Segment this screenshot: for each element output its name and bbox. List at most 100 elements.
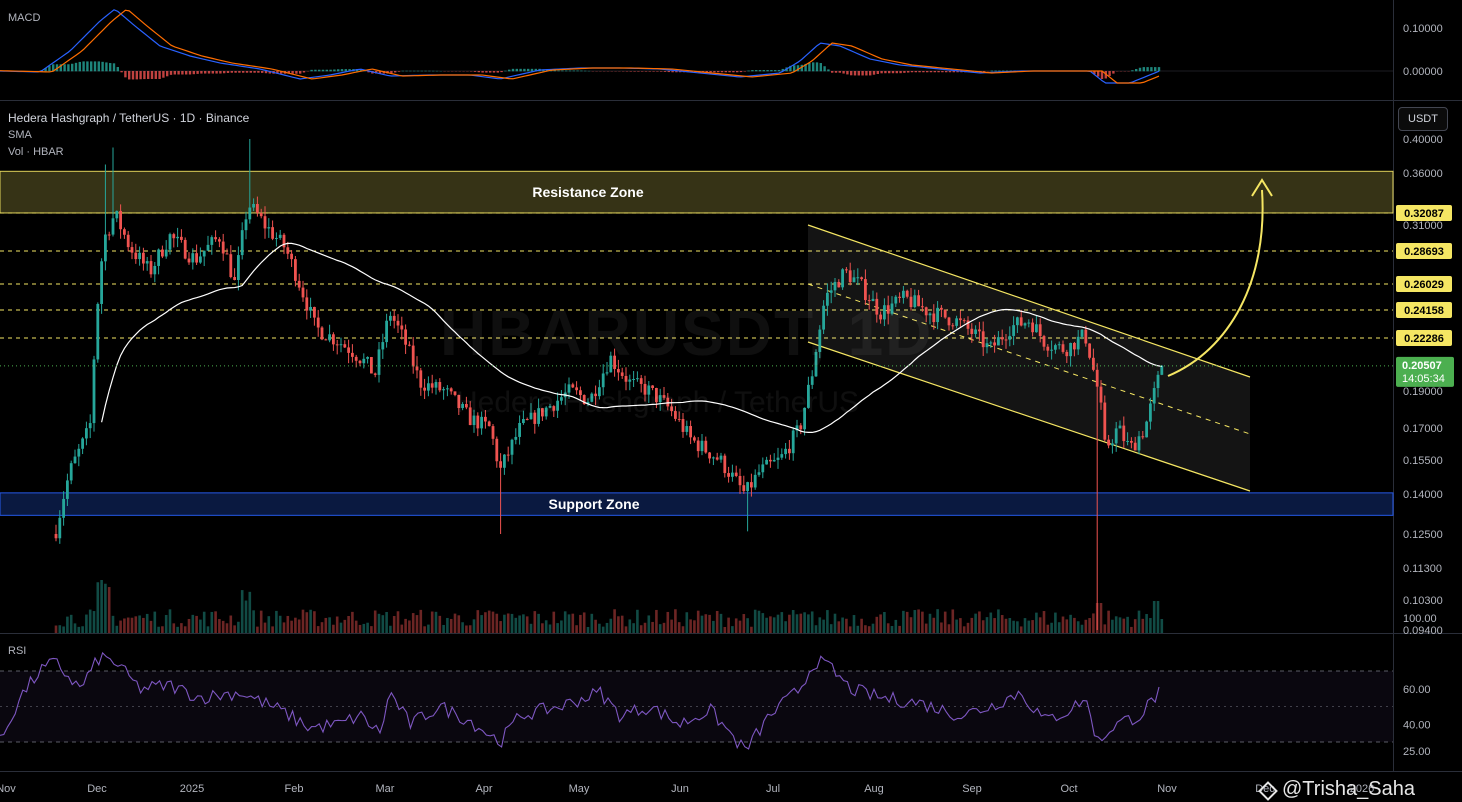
macd-histogram-bar — [827, 69, 830, 72]
macd-histogram-bar — [500, 71, 503, 73]
candle — [503, 454, 506, 468]
volume-bar — [191, 614, 195, 633]
volume-bar — [518, 615, 521, 633]
candle — [560, 397, 563, 401]
volume-bar — [411, 613, 415, 633]
candle — [723, 455, 727, 474]
candle-series — [54, 139, 1164, 630]
candle — [286, 247, 290, 254]
macd-histogram-bar — [477, 71, 480, 73]
macd-histogram-bar — [390, 71, 393, 74]
candle — [613, 355, 616, 370]
candle — [199, 256, 202, 263]
volume-bar — [495, 613, 499, 633]
macd-axis-label: 0.00000 — [1403, 66, 1443, 78]
macd-histogram-bar — [105, 62, 108, 72]
macd-histogram-bar — [196, 71, 199, 74]
volume-bar — [883, 611, 886, 633]
volume-bar — [347, 615, 350, 633]
candle — [1038, 324, 1042, 337]
candle — [533, 412, 537, 424]
currency-button[interactable]: USDT — [1398, 107, 1448, 131]
time-axis-label: 2026 — [1350, 783, 1374, 795]
macd-histogram-bar — [648, 71, 651, 72]
macd-histogram-bar — [268, 71, 271, 74]
volume-indicator-label[interactable]: Vol · HBAR — [8, 146, 64, 158]
volume-bar — [328, 617, 331, 633]
macd-histogram-bar — [663, 71, 667, 72]
candle — [518, 422, 521, 437]
volume-bar — [237, 621, 240, 633]
candle — [928, 313, 932, 316]
macd-histogram-bar — [131, 71, 135, 80]
candle — [848, 270, 852, 283]
candle — [940, 307, 943, 310]
candle — [544, 407, 548, 417]
volume-bar — [92, 611, 96, 633]
macd-histogram-bar — [880, 71, 883, 74]
macd-histogram-bar — [758, 70, 762, 72]
volume-bar — [373, 610, 377, 633]
macd-histogram-bar — [876, 71, 879, 75]
candle — [582, 395, 586, 405]
volume-bar — [548, 624, 552, 633]
macd-title: MACD — [8, 12, 41, 24]
candle — [491, 426, 495, 439]
volume-bar — [1038, 617, 1042, 633]
volume-bar — [712, 620, 715, 633]
volume-bar — [639, 625, 643, 633]
volume-bar — [1088, 618, 1091, 633]
macd-histogram-bar — [515, 68, 518, 72]
macd-histogram-bar — [755, 70, 758, 72]
candle — [423, 387, 426, 391]
candle — [685, 426, 689, 432]
volume-bar — [229, 615, 233, 633]
macd-histogram-bar — [261, 71, 264, 73]
macd-histogram-bar — [74, 62, 78, 72]
candle — [909, 296, 913, 308]
volume-bar — [662, 622, 666, 633]
candle — [826, 292, 829, 306]
macd-histogram-bar — [318, 69, 321, 72]
macd-histogram-bar — [226, 71, 230, 74]
sma-indicator-label[interactable]: SMA — [8, 129, 32, 141]
candle — [415, 366, 419, 371]
candle — [366, 357, 369, 359]
volume-bar — [715, 610, 719, 633]
macd-histogram-bar — [553, 70, 556, 72]
candle — [256, 204, 259, 213]
macd-histogram-bar — [679, 71, 682, 73]
macd-signal-line — [0, 9, 1160, 84]
candle — [1008, 335, 1012, 340]
volume-bar — [449, 618, 453, 633]
candle — [453, 391, 457, 395]
price-axis-label: 0.40000 — [1403, 134, 1443, 146]
candle — [476, 415, 480, 429]
candle — [1076, 336, 1080, 350]
volume-bar — [788, 614, 791, 633]
macd-histogram-bar — [709, 71, 712, 73]
candle — [294, 259, 297, 281]
macd-histogram-bar — [815, 62, 819, 72]
volume-bar — [157, 626, 160, 633]
macd-histogram-bar — [147, 71, 150, 79]
rsi-axis-label: 100.00 — [1403, 613, 1437, 625]
candle — [571, 384, 575, 388]
volume-bar — [233, 625, 236, 633]
macd-histogram-bar — [751, 70, 754, 72]
candle — [765, 459, 768, 465]
rsi-line — [0, 651, 1160, 750]
candle — [138, 252, 141, 260]
candle — [525, 419, 529, 421]
macd-histogram-bar — [207, 71, 211, 74]
volume-bar — [392, 616, 396, 633]
volume-bar — [54, 625, 58, 633]
candle — [750, 482, 753, 488]
rsi-axis-label: 25.00 — [1403, 746, 1431, 758]
volume-bar — [955, 619, 958, 633]
volume-bar — [1019, 626, 1023, 633]
macd-histogram-bar — [819, 63, 822, 72]
candle — [107, 234, 111, 236]
candle — [411, 345, 415, 367]
macd-histogram-bar — [280, 71, 283, 74]
